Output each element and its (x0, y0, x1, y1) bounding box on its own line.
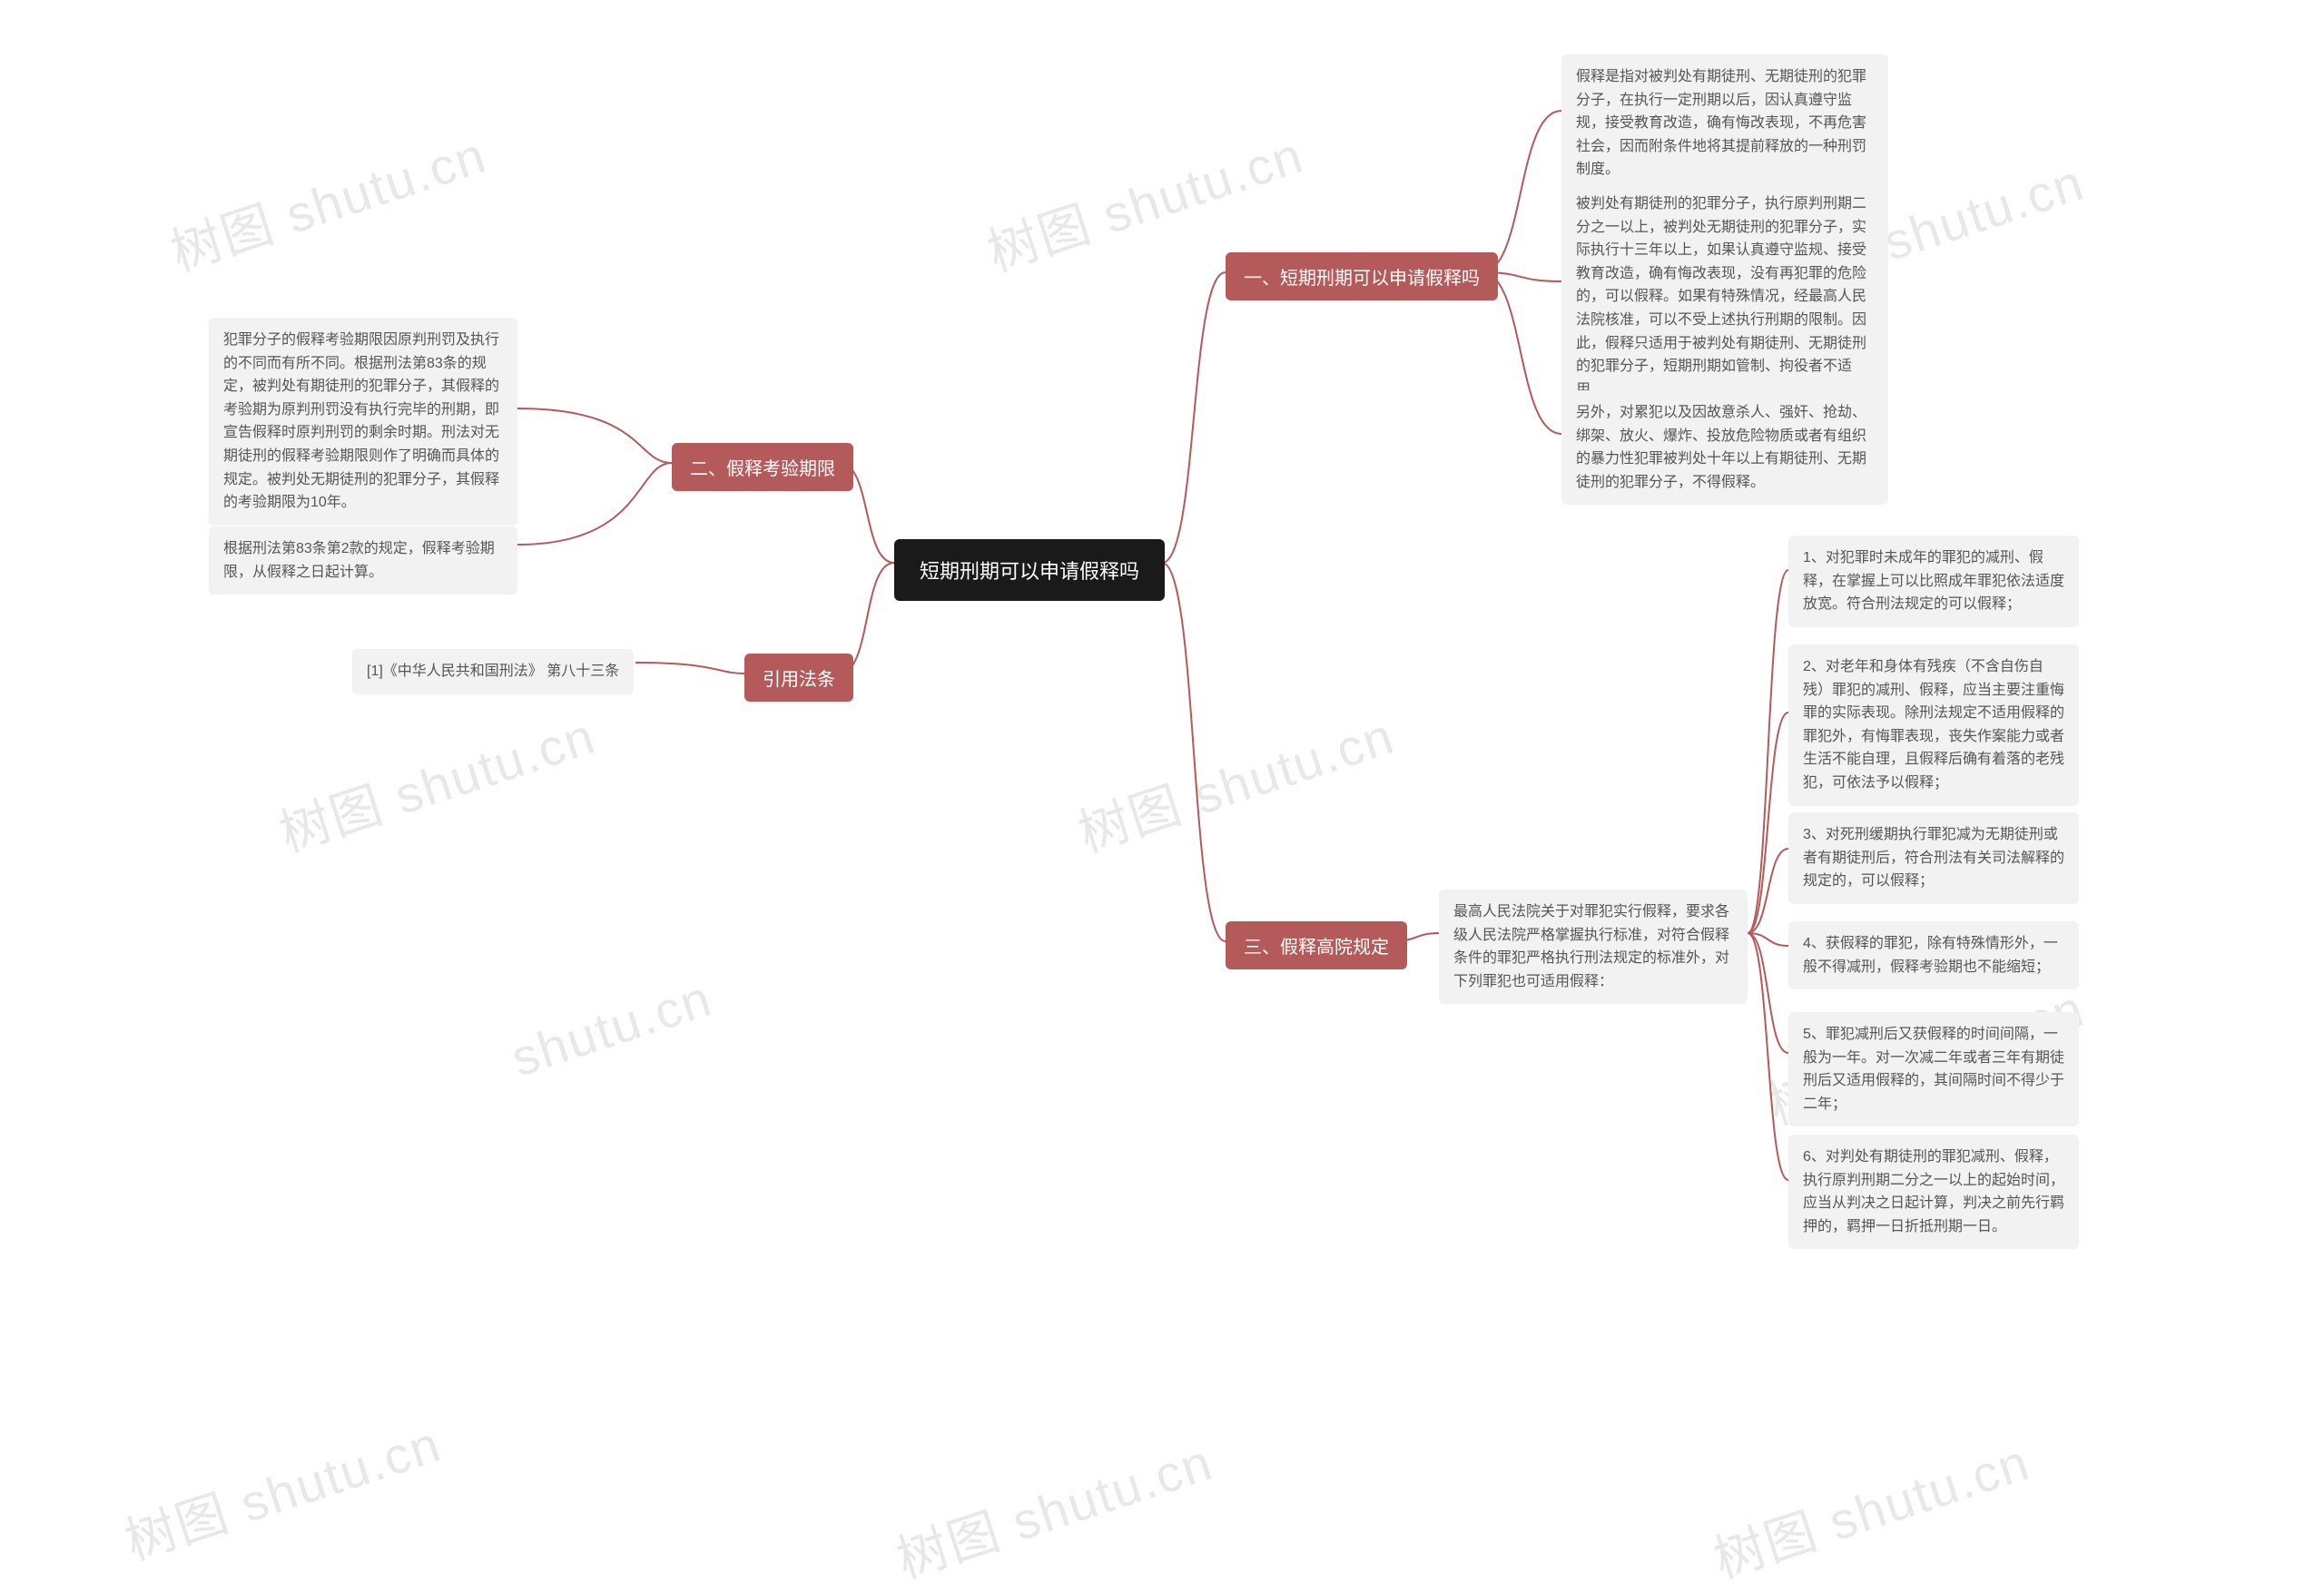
watermark: 树图 shutu.cn (160, 114, 495, 286)
watermark: 树图 shutu.cn (269, 695, 604, 867)
watermark: 树图 shutu.cn (1068, 695, 1403, 867)
leaf-node: 另外，对累犯以及因故意杀人、强奸、抢劫、绑架、放火、爆炸、投放危险物质或者有组织… (1561, 390, 1888, 505)
leaf-node: 5、罪犯减刑后又获假释的时间间隔，一般为一年。对一次减二年或者三年有期徒刑后又适… (1788, 1012, 2079, 1126)
branch-node-2[interactable]: 二、假释考验期限 (672, 443, 853, 491)
watermark: shutu.cn (505, 968, 720, 1087)
watermark: 树图 shutu.cn (1703, 1421, 2038, 1593)
leaf-node: 6、对判处有期徒刑的罪犯减刑、假释，执行原判刑期二分之一以上的起始时间，应当从判… (1788, 1135, 2079, 1249)
leaf-node: 4、获假释的罪犯，除有特殊情形外，一般不得减刑，假释考验期也不能缩短； (1788, 921, 2079, 989)
leaf-node: 被判处有期徒刑的犯罪分子，执行原判刑期二分之一以上，被判处无期徒刑的犯罪分子，实… (1561, 182, 1888, 412)
branch-node-1[interactable]: 一、短期刑期可以申请假释吗 (1226, 252, 1498, 300)
leaf-node: 2、对老年和身体有残疾（不含自伤自残）罪犯的减刑、假释，应当主要注重悔罪的实际表… (1788, 644, 2079, 806)
watermark: 树图 shutu.cn (886, 1421, 1221, 1593)
watermark: 树图 shutu.cn (114, 1403, 449, 1575)
leaf-node: 3、对死刑缓期执行罪犯减为无期徒刑或者有期徒刑后，符合刑法有关司法解释的规定的，… (1788, 812, 2079, 904)
leaf-node-mid: 最高人民法院关于对罪犯实行假释，要求各级人民法院严格掌握执行标准，对符合假释条件… (1439, 890, 1748, 1004)
leaf-node: 犯罪分子的假释考验期限因原判刑罚及执行的不同而有所不同。根据刑法第83条的规定，… (209, 318, 517, 526)
branch-node-ref[interactable]: 引用法条 (744, 654, 853, 702)
leaf-node: 1、对犯罪时未成年的罪犯的减刑、假释，在掌握上可以比照成年罪犯依法适度放宽。符合… (1788, 536, 2079, 627)
root-node[interactable]: 短期刑期可以申请假释吗 (894, 539, 1165, 601)
branch-node-3[interactable]: 三、假释高院规定 (1226, 921, 1407, 969)
leaf-node: 假释是指对被判处有期徒刑、无期徒刑的犯罪分子，在执行一定刑期以后，因认真遵守监规… (1561, 54, 1888, 192)
leaf-node: 根据刑法第83条第2款的规定，假释考验期限，从假释之日起计算。 (209, 526, 517, 595)
leaf-node: [1]《中华人民共和国刑法》 第八十三条 (352, 649, 634, 694)
